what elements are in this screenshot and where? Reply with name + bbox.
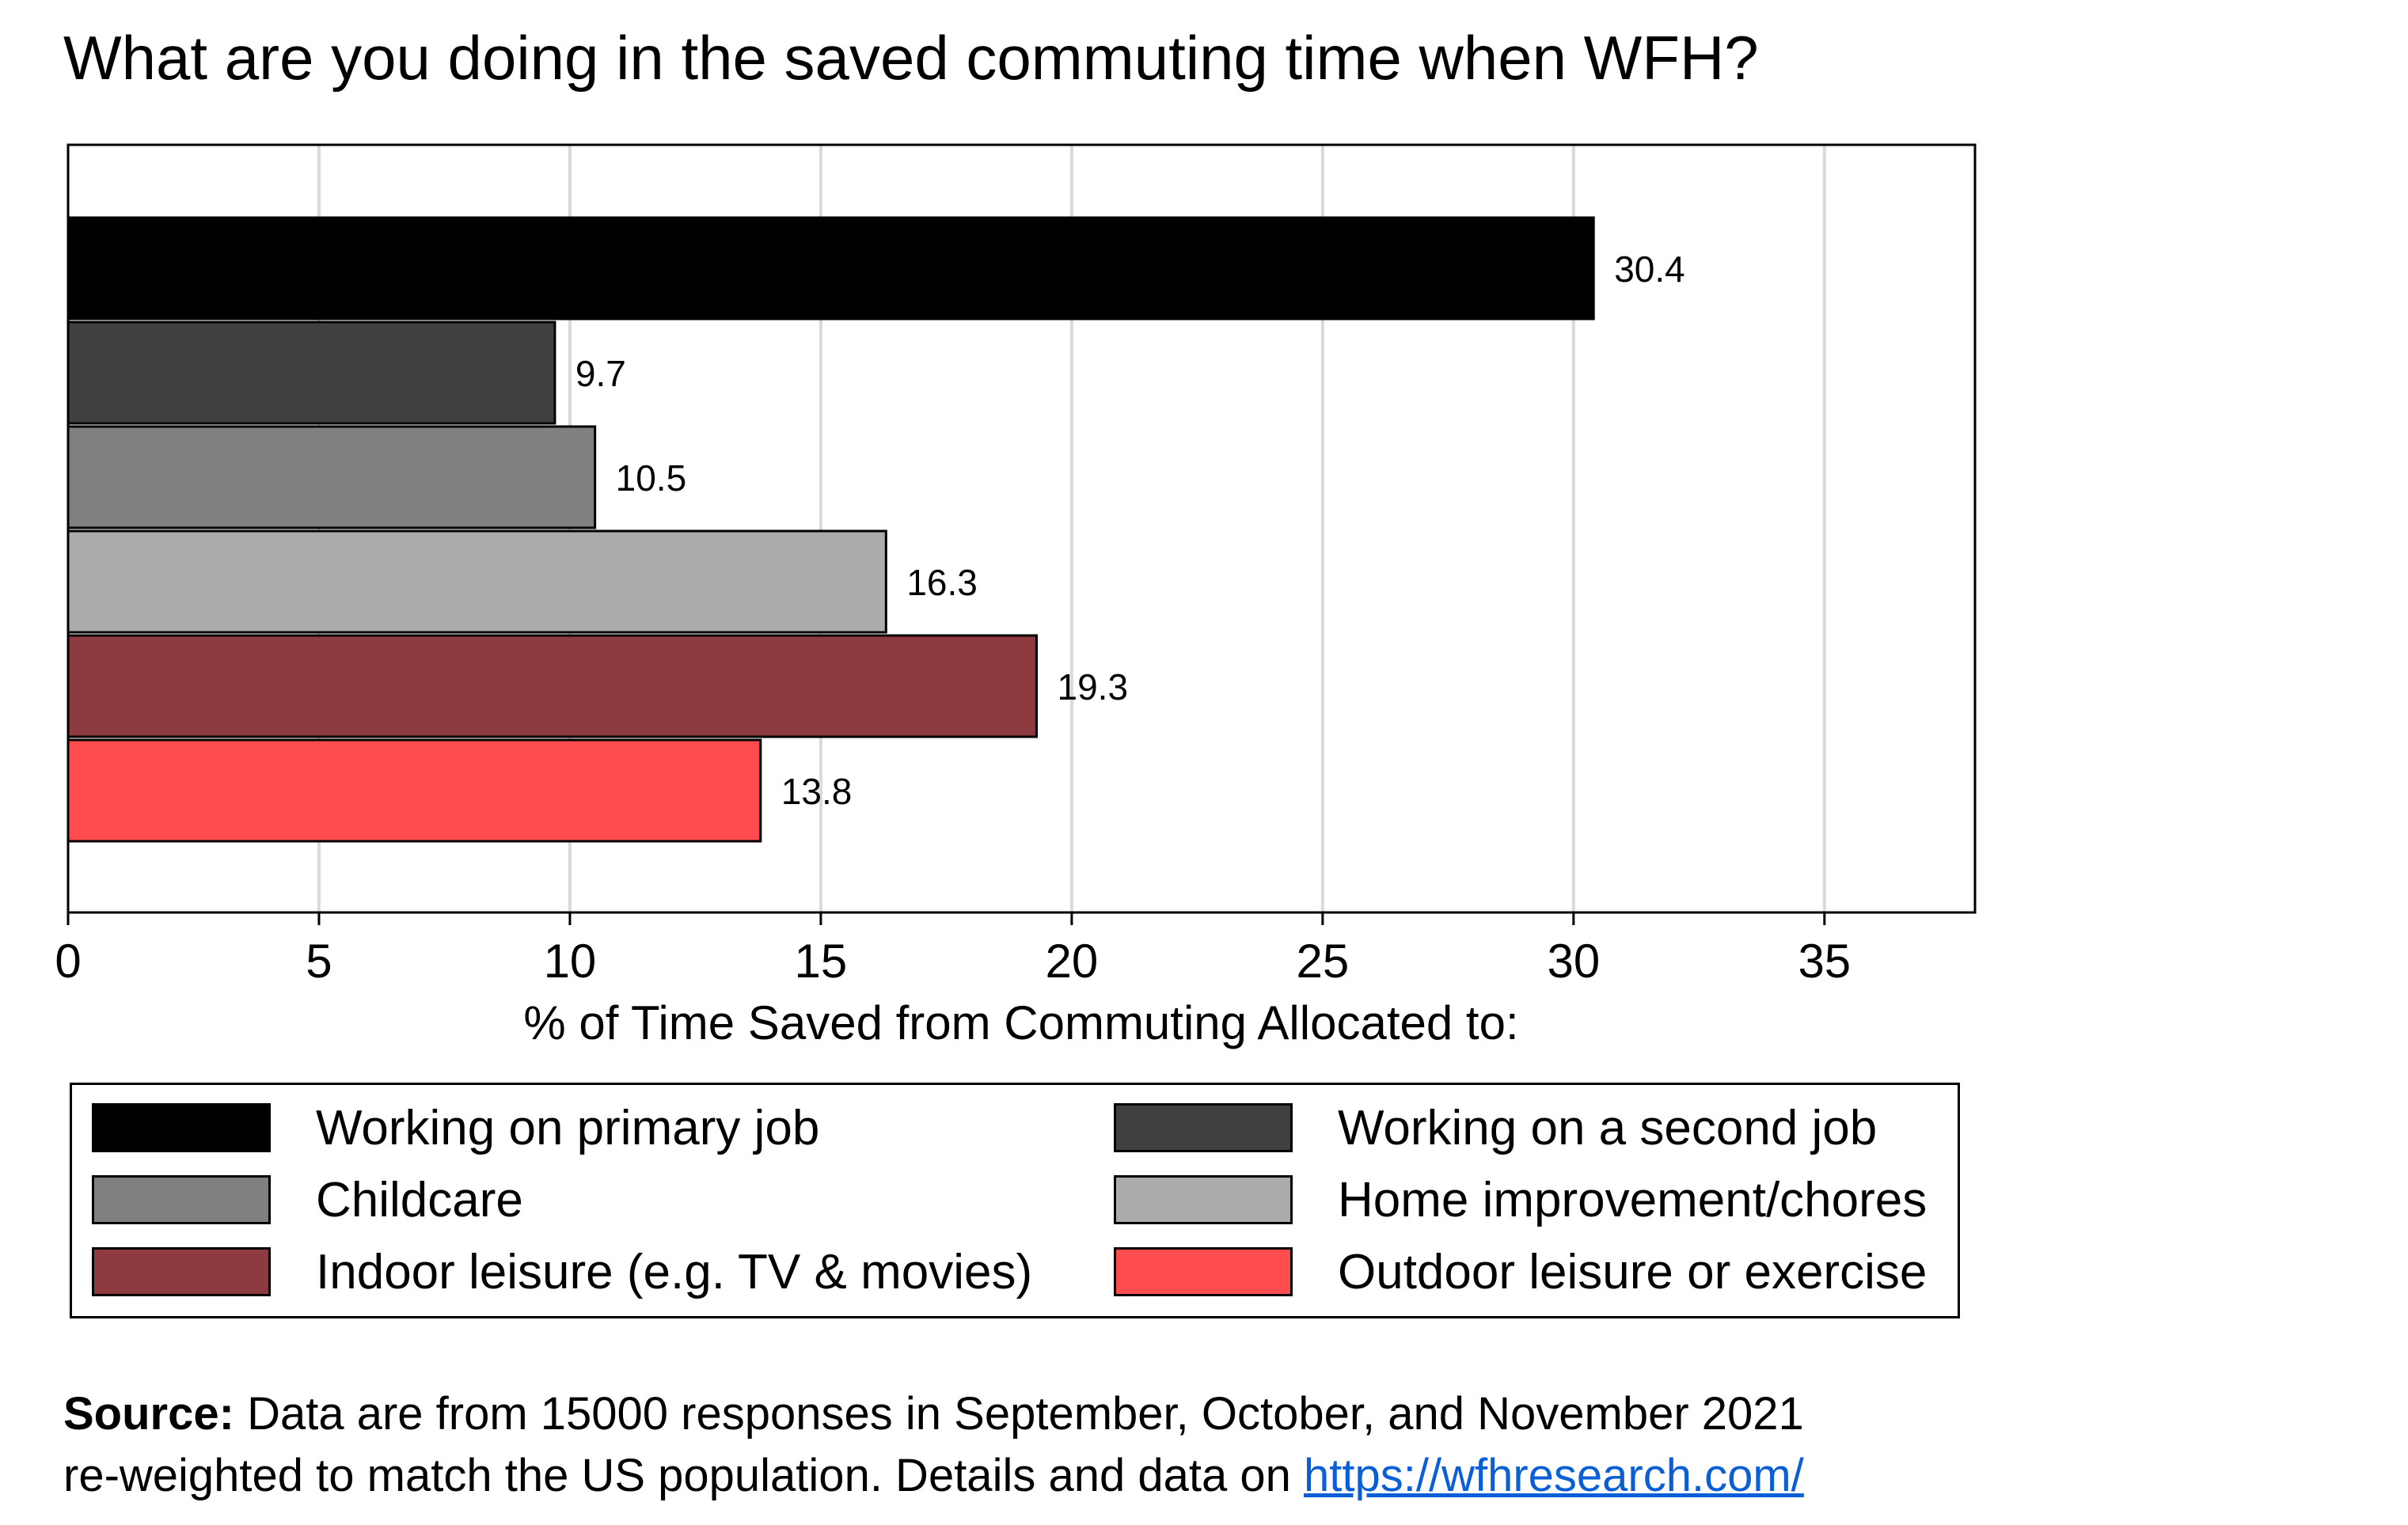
source-link[interactable]: https://wfhresearch.com/ [1303,1450,1804,1501]
chart-title: What are you doing in the saved commutin… [63,23,1759,93]
bar-value-label-1: 30.4 [1614,248,1685,290]
x-tick-label-0: 0 [55,935,81,988]
legend-item-5: Indoor leisure (e.g. TV & movies) [92,1244,1033,1299]
bar-6 [66,738,762,843]
legend-label: Indoor leisure (e.g. TV & movies) [316,1244,1033,1299]
source-text-2: re-weighted to match the US population. … [63,1450,1291,1501]
legend-swatch [92,1247,271,1296]
x-tick-label-30: 30 [1547,935,1600,988]
legend: Working on primary job Working on a secon… [70,1083,1960,1318]
bar-value-label-5: 19.3 [1058,666,1129,707]
bar-value-label-3: 10.5 [616,457,687,499]
legend-label: Outdoor leisure or exercise [1338,1244,1928,1299]
source-text-1: Data are from 15000 responses in Septemb… [247,1388,1804,1440]
bar-3 [66,425,597,529]
x-tick-label-20: 20 [1046,935,1099,988]
legend-label: Home improvement/chores [1338,1172,1928,1227]
x-axis-label: % of Time Saved from Commuting Allocated… [523,996,1518,1049]
legend-label: Childcare [316,1172,523,1227]
legend-item-6: Outdoor leisure or exercise [1114,1244,1928,1299]
bar-4 [66,529,887,634]
bar-chart: 30.4 9.7 10.5 16.3 19.3 13.8 0 5 10 15 20 25 30 35 %… [55,143,1977,1049]
source-line-2: re-weighted to match the US population. … [63,1445,1804,1507]
bar-5 [66,634,1039,738]
x-tick-label-25: 25 [1296,935,1349,988]
legend-swatch [1114,1175,1293,1224]
source-label: Source: [63,1388,234,1440]
bar-value-label-4: 16.3 [906,562,978,603]
x-tick-label-15: 15 [795,935,848,988]
bar-value-label-2: 9.7 [575,353,626,394]
source-note: Source: Data are from 15000 responses in… [63,1383,1804,1507]
value-labels: 30.4 9.7 10.5 16.3 19.3 13.8 [575,248,1685,812]
bars [66,216,1595,843]
legend-label: Working on a second job [1338,1100,1878,1155]
bar-1 [66,216,1595,321]
source-line-1: Source: Data are from 15000 responses in… [63,1383,1804,1445]
legend-item-3: Childcare [92,1172,523,1227]
legend-label: Working on primary job [316,1100,820,1155]
legend-swatch [1114,1247,1293,1296]
bar-value-label-6: 13.8 [781,771,853,812]
legend-item-4: Home improvement/chores [1114,1172,1928,1227]
legend-swatch [92,1175,271,1224]
legend-swatch [92,1103,271,1152]
plot-frame [66,143,1977,914]
x-tick-label-10: 10 [544,935,597,988]
legend-swatch [1114,1103,1293,1152]
bar-2 [66,321,556,425]
x-axis-ticks: 0 5 10 15 20 25 30 35 [55,912,1851,988]
legend-item-2: Working on a second job [1114,1100,1878,1155]
legend-item-1: Working on primary job [92,1100,820,1155]
x-tick-label-35: 35 [1798,935,1851,988]
x-tick-label-5: 5 [306,935,332,988]
